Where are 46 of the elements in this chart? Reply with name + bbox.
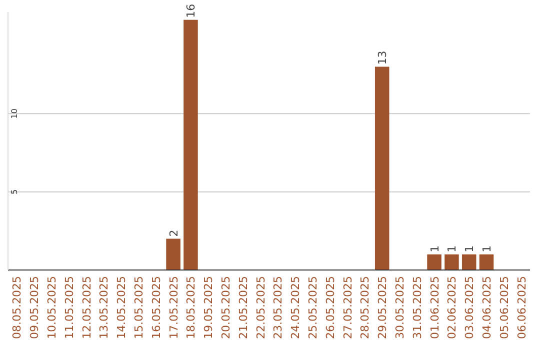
x-tick-label: 13.05.2025 <box>98 276 111 339</box>
x-tick-label: 02.06.2025 <box>446 276 459 339</box>
x-tick-label: 11.05.2025 <box>62 276 76 339</box>
x-tick-label: 19.05.2025 <box>202 276 216 339</box>
bar <box>427 254 442 270</box>
x-tick-label: 05.06.2025 <box>498 276 511 339</box>
x-tick-label: 20.05.2025 <box>220 276 232 339</box>
bar <box>184 20 198 270</box>
x-tick-label: 04.06.2025 <box>480 276 494 339</box>
y-tick-label: 5 <box>10 189 19 194</box>
bar <box>166 238 180 270</box>
x-tick-label: 09.05.2025 <box>28 276 42 339</box>
data-label: 1 <box>446 245 459 252</box>
bar <box>444 254 459 270</box>
x-tick-label: 16.05.2025 <box>150 276 163 339</box>
x-tick-label: 10.05.2025 <box>46 276 58 339</box>
bar <box>479 254 494 270</box>
x-tick-label: 15.05.2025 <box>132 276 146 339</box>
data-label: 1 <box>428 245 442 252</box>
x-tick-label: 26.05.2025 <box>324 276 337 339</box>
x-tick-label: 21.05.2025 <box>236 276 250 339</box>
x-tick-label: 25.05.2025 <box>306 276 320 339</box>
x-tick-label: 12.05.2025 <box>80 276 94 339</box>
data-label: 13 <box>376 50 390 65</box>
x-tick-label: 24.05.2025 <box>289 276 302 339</box>
x-tick-label: 18.05.2025 <box>184 276 198 339</box>
bar <box>374 66 390 270</box>
x-tick-label: 28.05.2025 <box>358 276 372 339</box>
x-tick-label: 03.06.2025 <box>463 276 476 339</box>
data-label: 2 <box>167 230 180 237</box>
x-tick-label: 31.05.2025 <box>410 276 424 339</box>
x-tick-label: 08.05.2025 <box>10 276 24 339</box>
x-tick-label: 06.06.2025 <box>515 276 528 339</box>
bar <box>462 254 476 270</box>
x-tick-label: 27.05.2025 <box>341 276 354 339</box>
data-label: 1 <box>463 245 476 252</box>
x-tick-label: 29.05.2025 <box>376 276 390 339</box>
x-tick-label: 17.05.2025 <box>167 276 180 339</box>
x-tick-label: 23.05.2025 <box>272 276 285 339</box>
x-tick-label: 01.06.2025 <box>428 276 442 339</box>
y-tick-label: 10 <box>10 108 19 119</box>
data-label: 16 <box>184 4 198 18</box>
x-tick-label: 22.05.2025 <box>254 276 268 339</box>
data-label: 1 <box>480 245 494 252</box>
x-tick-label: 14.05.2025 <box>115 276 128 339</box>
x-tick-label: 30.05.2025 <box>394 276 406 339</box>
